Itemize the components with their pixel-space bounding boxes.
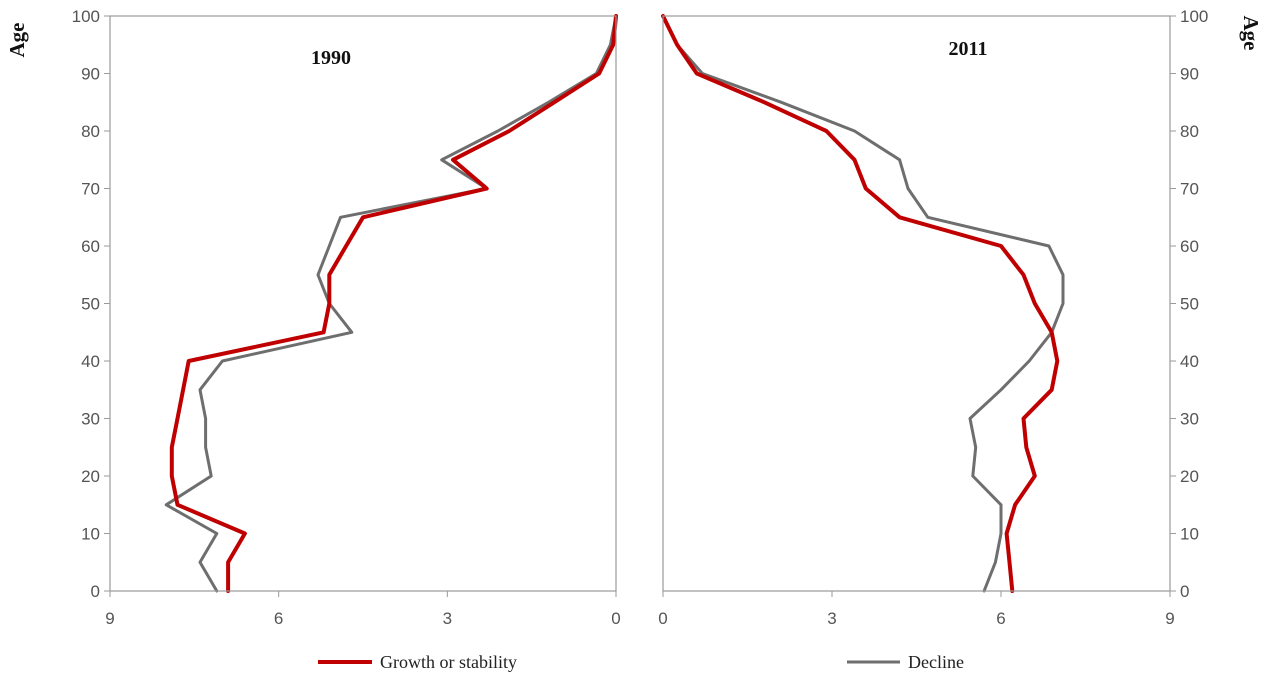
- panel-2011-y-ticks: 0 10 20 30 40 50 60 70 80 90 100: [1170, 7, 1208, 601]
- panel-2011-x-tick-label: 3: [827, 609, 836, 628]
- panel-1990-series: [164, 14, 618, 593]
- panel-2011-x-ticks: 0 3 6 9: [658, 591, 1175, 628]
- panel-2011-title: 2011: [949, 38, 988, 60]
- panel-1990-x-tick-label: 0: [611, 609, 620, 628]
- panel-2011-y-tick-label: 50: [1180, 295, 1199, 314]
- panel-1990-series-growth-line: [169, 14, 618, 593]
- panel-1990-title: 1990: [311, 47, 351, 69]
- panel-1990-y-tick-label: 30: [81, 410, 100, 429]
- panel-1990-y-axis-title: Age: [5, 23, 29, 58]
- panel-2011-series: [661, 14, 1065, 593]
- legend-item-growth: Growth or stability: [318, 652, 517, 672]
- legend-item-decline: Decline: [847, 652, 964, 672]
- panel-2011-x-tick-label: 0: [658, 609, 667, 628]
- panel-2011-y-tick-label: 0: [1180, 582, 1189, 601]
- panel-2011-y-tick-label: 80: [1180, 122, 1199, 141]
- panel-2011-y-tick-label: 20: [1180, 467, 1199, 486]
- panel-1990-x-tick-label: 6: [274, 609, 283, 628]
- panel-2011-y-tick-label: 100: [1180, 7, 1208, 26]
- panel-2011-series-decline-line: [661, 14, 1065, 593]
- panel-1990-y-tick-label: 80: [81, 122, 100, 141]
- panel-1990-x-tick-label: 3: [443, 609, 452, 628]
- panel-2011-y-tick-label: 10: [1180, 525, 1199, 544]
- panel-1990-y-tick-label: 50: [81, 295, 100, 314]
- panel-1990-x-tick-label: 9: [105, 609, 114, 628]
- panel-2011-y-tick-label: 70: [1180, 180, 1199, 199]
- panel-1990-series-decline-line: [164, 14, 618, 593]
- panel-2011-y-tick-label: 60: [1180, 237, 1199, 256]
- panel-2011-y-tick-label: 90: [1180, 65, 1199, 84]
- panel-2011-plot-frame: [662, 15, 1171, 592]
- panel-1990-y-ticks: 0 10 20 30 40 50 60 70 80 90 100: [72, 7, 110, 601]
- panel-2011-y-tick-label: 30: [1180, 410, 1199, 429]
- panel-1990-y-tick-label: 10: [81, 525, 100, 544]
- panel-1990-y-tick-label: 90: [81, 65, 100, 84]
- panel-1990-y-tick-label: 100: [72, 7, 100, 26]
- panel-1990-y-tick-label: 0: [91, 582, 100, 601]
- panel-2011-x-tick-label: 6: [996, 609, 1005, 628]
- panel-2011-x-tick-label: 9: [1165, 609, 1174, 628]
- panel-1990-x-ticks: 9 6 3 0: [105, 591, 621, 628]
- panel-1990-y-tick-label: 70: [81, 180, 100, 199]
- panel-2011-frame: [662, 15, 1171, 592]
- panel-1990-y-tick-label: 60: [81, 237, 100, 256]
- chart-panel-2011: 0 3 6 9 0 10 20 30 40 50 60 70 80 90 100 2011 Age: [658, 7, 1263, 628]
- panel-1990-plot-frame: [109, 15, 617, 592]
- panel-1990-y-tick-label: 20: [81, 467, 100, 486]
- panel-2011-series-growth-line: [661, 14, 1060, 593]
- legend-label-growth: Growth or stability: [380, 652, 517, 672]
- legend: Growth or stability Decline: [318, 652, 964, 672]
- panel-1990-y-tick-label: 40: [81, 352, 100, 371]
- panel-2011-y-tick-label: 40: [1180, 352, 1199, 371]
- panel-1990-frame: [109, 15, 617, 592]
- panel-2011-y-axis-title: Age: [1239, 16, 1263, 51]
- legend-label-decline: Decline: [908, 652, 964, 672]
